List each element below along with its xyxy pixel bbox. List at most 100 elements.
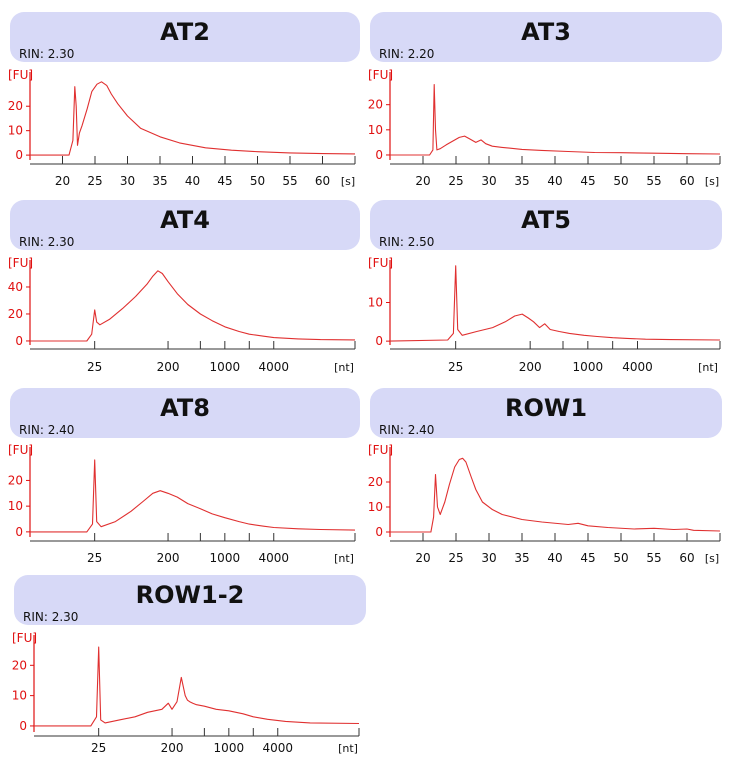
x-tick-label: 25 [87, 551, 102, 565]
panel-at2: AT2 RIN: 2.30 [FU] 0 10 20 20 25 30 35 40 45 50 55 60 [… [8, 12, 360, 188]
x-tick-label: 30 [481, 174, 496, 188]
x-tick-label: 25 [87, 174, 102, 188]
x-tick-label: 25 [448, 174, 463, 188]
x-tick-label: 4000 [262, 741, 293, 755]
panel-at3: AT3 RIN: 2.20 [FU] 0 10 20 20 25 30 35 40 45 50 55 60 [… [368, 12, 722, 188]
x-tick-label: 30 [481, 551, 496, 565]
y-tick-label: 10 [12, 689, 27, 703]
rin-value: RIN: 2.40 [379, 423, 434, 437]
y-axis-label: [FU] [368, 68, 393, 82]
x-axis-unit: [nt] [334, 552, 354, 565]
panel-header [10, 200, 360, 250]
y-tick-label: 10 [368, 500, 383, 514]
x-tick-label: 20 [415, 551, 430, 565]
x-tick-label: 50 [613, 551, 628, 565]
x-axis-unit: [s] [705, 552, 719, 565]
panel-header [370, 388, 722, 438]
rin-value: RIN: 2.50 [379, 235, 434, 249]
x-tick-label: 40 [185, 174, 200, 188]
panel-title: AT4 [160, 206, 210, 234]
x-tick-label: 55 [282, 174, 297, 188]
x-tick-label: 40 [547, 174, 562, 188]
electropherogram-trace [389, 265, 721, 342]
rin-value: RIN: 2.30 [19, 235, 74, 249]
electropherogram-trace [30, 270, 356, 342]
x-tick-label: 55 [646, 551, 661, 565]
y-tick-label: 20 [8, 99, 23, 113]
y-tick-label: 0 [375, 525, 383, 539]
x-tick-label: 25 [91, 741, 106, 755]
x-axis-unit: [nt] [338, 742, 358, 755]
x-tick-label: 50 [250, 174, 265, 188]
x-tick-label: 25 [448, 551, 463, 565]
x-tick-label: 60 [315, 174, 330, 188]
y-tick-label: 20 [368, 98, 383, 112]
y-axis-label: [FU] [368, 256, 393, 270]
x-axis-unit: [s] [341, 175, 355, 188]
x-tick-label: 4000 [622, 360, 653, 374]
x-tick-label: 20 [55, 174, 70, 188]
panel-title: AT8 [160, 394, 210, 422]
y-tick-label: 20 [8, 473, 23, 487]
rin-value: RIN: 2.20 [379, 47, 434, 61]
y-axis-label: [FU] [12, 631, 37, 645]
x-tick-label: 1000 [210, 551, 241, 565]
x-tick-label: 35 [152, 174, 167, 188]
x-tick-label: 1000 [573, 360, 604, 374]
y-axis-label: [FU] [8, 443, 33, 457]
y-tick-label: 0 [375, 334, 383, 348]
electropherogram-trace [390, 84, 721, 156]
x-tick-label: 4000 [258, 360, 289, 374]
panel-header [370, 12, 722, 62]
y-tick-label: 0 [19, 719, 27, 733]
panel-title: ROW1 [505, 394, 587, 422]
electropherogram-trace [390, 457, 721, 533]
x-tick-label: 40 [547, 551, 562, 565]
panel-row1-2: ROW1-2 RIN: 2.30 [FU] 0 10 20 25 200 1000 4000 [nt… [12, 575, 366, 755]
x-tick-label: 1000 [214, 741, 245, 755]
panel-title: AT3 [521, 18, 571, 46]
x-tick-label: 30 [120, 174, 135, 188]
panel-header [14, 575, 366, 625]
y-tick-label: 20 [12, 658, 27, 672]
panel-at8: AT8 RIN: 2.40 [FU] 0 10 20 25 200 1000 4000 [nt] [8, 388, 360, 565]
electropherogram-trace [30, 459, 356, 533]
x-axis-unit: [nt] [698, 361, 718, 374]
x-tick-label: 45 [580, 174, 595, 188]
x-tick-label: 50 [613, 174, 628, 188]
rin-value: RIN: 2.40 [19, 423, 74, 437]
y-tick-label: 10 [8, 124, 23, 138]
y-tick-label: 20 [368, 475, 383, 489]
x-tick-label: 25 [87, 360, 102, 374]
y-tick-label: 10 [368, 123, 383, 137]
x-tick-label: 55 [646, 174, 661, 188]
panel-header [10, 12, 360, 62]
y-axis-label: [FU] [8, 68, 33, 82]
panel-title: AT2 [160, 18, 210, 46]
y-axis-label: [FU] [8, 256, 33, 270]
x-tick-label: 45 [217, 174, 232, 188]
y-tick-label: 20 [8, 307, 23, 321]
x-tick-label: 4000 [258, 551, 289, 565]
panel-at4: AT4 RIN: 2.30 [FU] 0 20 40 25 200 1000 4000 [nt] [8, 200, 360, 374]
panel-title: AT5 [521, 206, 571, 234]
x-tick-label: 60 [679, 174, 694, 188]
rin-value: RIN: 2.30 [19, 47, 74, 61]
panel-title: ROW1-2 [136, 581, 245, 609]
electropherogram-trace [30, 81, 356, 156]
panel-header [370, 200, 722, 250]
x-tick-label: 200 [157, 360, 180, 374]
x-tick-label: 200 [519, 360, 542, 374]
y-tick-label: 10 [8, 499, 23, 513]
x-tick-label: 1000 [210, 360, 241, 374]
x-axis-unit: [nt] [334, 361, 354, 374]
x-axis-unit: [s] [705, 175, 719, 188]
panel-header [10, 388, 360, 438]
y-tick-label: 10 [368, 296, 383, 310]
electropherogram-trace [34, 646, 360, 727]
rin-value: RIN: 2.30 [23, 610, 78, 624]
y-tick-label: 0 [15, 148, 23, 162]
panel-row1: ROW1 RIN: 2.40 [FU] 0 10 20 20 25 30 35 40 45 50 55 60… [368, 388, 722, 565]
x-tick-label: 45 [580, 551, 595, 565]
